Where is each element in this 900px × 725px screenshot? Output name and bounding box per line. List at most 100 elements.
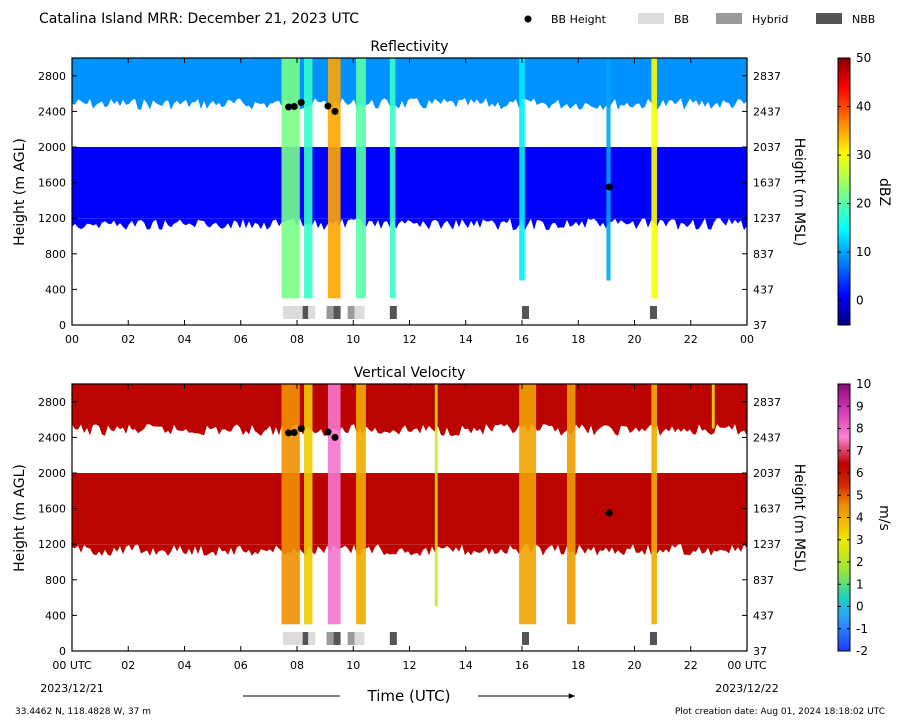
x-tick-label: 06 <box>234 659 248 672</box>
x-tick-label: 08 <box>290 659 304 672</box>
y-tick-label-right: 37 <box>753 645 767 658</box>
y-tick-label: 2000 <box>38 141 66 154</box>
x-tick-label: 00 <box>740 333 754 346</box>
bb-type-box-nbb <box>302 306 309 319</box>
y-tick-label-right: 837 <box>753 248 774 261</box>
y-tick-label-right: 2437 <box>753 105 781 118</box>
precip-streak <box>711 384 715 429</box>
y-tick-label-right: 437 <box>753 609 774 622</box>
legend-nbb-swatch <box>816 13 842 24</box>
reflectivity-colorbar: 0 10 20 30 40 50 dBZ <box>837 51 892 326</box>
y-tick-label: 400 <box>45 609 66 622</box>
y-tick-label: 800 <box>45 248 66 261</box>
bb-height-point <box>290 103 298 111</box>
echo-layer-edge <box>72 98 747 110</box>
y-tick-label: 2400 <box>38 431 66 444</box>
colorbar-tick-label: 4 <box>856 511 864 525</box>
bb-type-box-nbb <box>522 632 530 645</box>
x-tick-label: 10 <box>346 659 360 672</box>
precip-streak <box>519 58 525 281</box>
y-tick-label: 0 <box>59 319 66 332</box>
y-tick-label: 0 <box>59 645 66 658</box>
bb-type-box-nbb <box>522 306 530 319</box>
y-tick-label-right: 1237 <box>753 212 781 225</box>
bb-height-point <box>324 428 332 436</box>
bb-height-point <box>605 509 613 517</box>
start-date: 2023/12/21 <box>40 682 103 695</box>
precip-streak <box>519 384 537 625</box>
echo-layer <box>72 147 747 219</box>
precip-streak <box>304 384 313 625</box>
precip-streak <box>651 58 657 299</box>
legend-nbb-label: NBB <box>852 13 875 26</box>
echo-layer-edge <box>72 424 747 436</box>
y-tick-label: 400 <box>45 283 66 296</box>
x-tick-label: 02 <box>121 659 135 672</box>
y-tick-label-right: 1637 <box>753 503 781 516</box>
colorbar-tick-label: 30 <box>856 148 871 162</box>
x-tick-label: 14 <box>459 659 473 672</box>
precip-streak <box>281 384 300 625</box>
colorbar-tick-label: 40 <box>856 100 871 114</box>
bb-height-point <box>297 425 305 432</box>
y-tick-label-right: 37 <box>753 319 767 332</box>
x-tick-label: 10 <box>346 333 360 346</box>
legend-hybrid-label: Hybrid <box>752 13 788 26</box>
colorbar-tick-label: -2 <box>856 644 868 658</box>
y-tick-label-right: 1637 <box>753 177 781 190</box>
bb-type-box-hybrid <box>347 632 355 645</box>
velocity-ticks: 00 UTC 02 04 06 08 10 12 14 16 18 20 22 00 UTC040080… <box>38 384 781 672</box>
y-tick-label: 2400 <box>38 105 66 118</box>
colorbar-tick-label: 10 <box>856 377 871 391</box>
bb-type-box-bb <box>354 306 365 319</box>
legend-bb-height-label: BB Height <box>551 13 607 26</box>
velocity-plot-area <box>72 384 747 645</box>
bb-height-point <box>297 99 305 106</box>
reflectivity-y-label-right: Height (m MSL) <box>791 138 807 247</box>
precip-streak <box>327 58 341 299</box>
x-tick-label: 20 <box>628 333 642 346</box>
precip-streak <box>651 384 657 625</box>
echo-layer <box>72 58 747 99</box>
reflectivity-panel: Reflectivity Height (m AGL) Height (m MS… <box>12 39 892 346</box>
reflectivity-ticks: 00 02 04 06 08 10 12 14 16 18 20 22 0004008001200160… <box>38 58 781 346</box>
y-tick-label-right: 1237 <box>753 538 781 551</box>
y-tick-label: 1200 <box>38 212 66 225</box>
bb-height-point <box>605 183 613 191</box>
colorbar-tick-label: 0 <box>856 294 864 308</box>
echo-layer-edge <box>72 544 747 557</box>
bb-type-box-bb <box>308 306 316 319</box>
velocity-y-label-right: Height (m MSL) <box>791 464 807 573</box>
legend-bb-height-marker <box>524 15 532 23</box>
colorbar-tick-label: 6 <box>856 466 864 480</box>
bb-type-box-bb <box>354 632 365 645</box>
x-tick-label: 06 <box>234 333 248 346</box>
y-tick-label-right: 2837 <box>753 396 781 409</box>
legend-bb-label: BB <box>674 13 689 26</box>
x-tick-label: 12 <box>403 659 417 672</box>
y-tick-label-right: 2837 <box>753 70 781 83</box>
legend-hybrid-swatch <box>716 13 742 24</box>
velocity-y-label: Height (m AGL) <box>12 464 28 572</box>
bb-type-box-bb <box>308 632 316 645</box>
x-tick-label: 00 <box>65 333 79 346</box>
bb-height-point <box>285 429 293 437</box>
reflectivity-colorbar-label: dBZ <box>876 178 892 206</box>
bb-type-box-bb <box>282 632 303 645</box>
x-tick-label: 16 <box>515 659 529 672</box>
echo-layer <box>72 384 747 425</box>
end-date: 2023/12/22 <box>715 682 778 695</box>
x-tick-label: 22 <box>684 659 698 672</box>
velocity-colorbar: -2 -1 0 1 2 3 4 5 6 7 8 9 10 m/s <box>837 377 892 658</box>
bb-height-point <box>324 102 332 110</box>
precip-streak <box>606 58 611 281</box>
colorbar-tick-label: 10 <box>856 245 871 259</box>
colorbar-tick-label: 7 <box>856 444 864 458</box>
y-tick-label: 1200 <box>38 538 66 551</box>
x-tick-label: 22 <box>684 333 698 346</box>
bb-type-box-hybrid <box>326 306 334 319</box>
y-tick-label: 800 <box>45 574 66 587</box>
colorbar-tick-label: 8 <box>856 422 864 436</box>
y-tick-label-right: 2037 <box>753 141 781 154</box>
echo-layer <box>72 473 747 545</box>
